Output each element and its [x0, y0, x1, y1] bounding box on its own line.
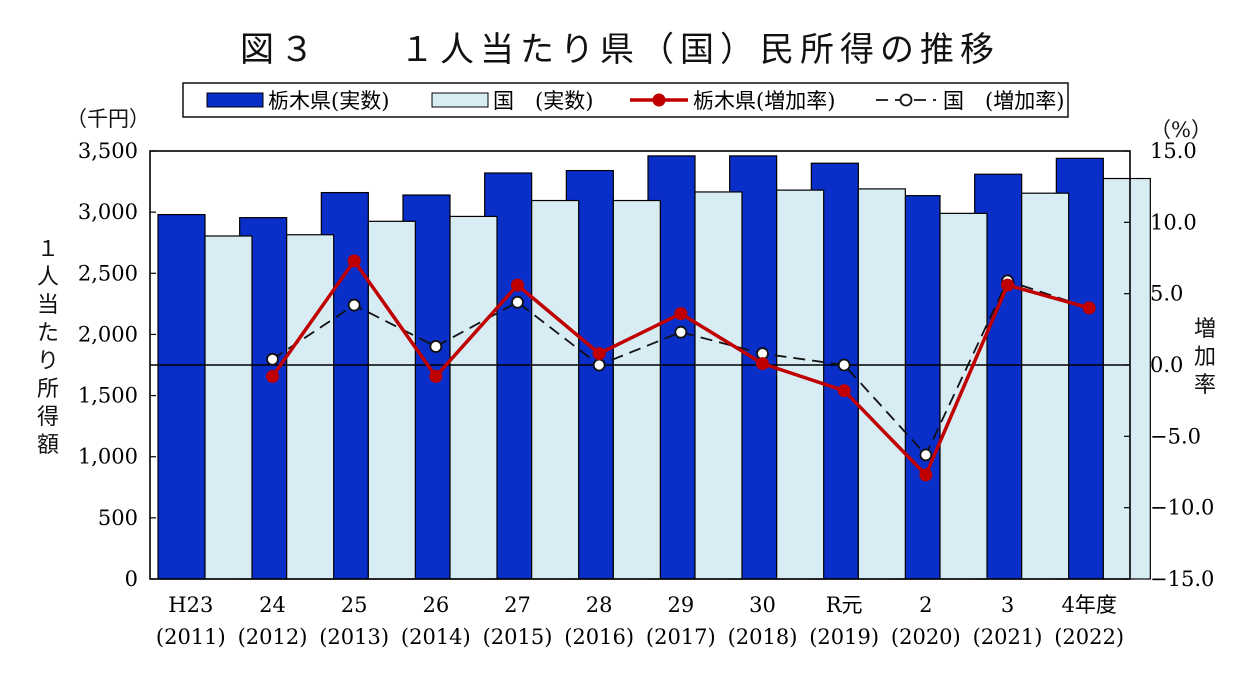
right-tick-label: −10.0	[1150, 496, 1214, 520]
point-tochigi-growth	[756, 357, 769, 371]
right-tick-label: −5.0	[1150, 424, 1201, 448]
x-tick-label: 27	[504, 593, 531, 617]
point-tochigi-growth	[674, 307, 688, 321]
point-national-growth	[511, 295, 524, 309]
x-tick-label: 25	[341, 593, 368, 617]
legend: 栃木県(実数) 国 (実数) 栃木県(増加率) 国 (増加率)	[182, 82, 1069, 118]
legend-label: 国 (実数)	[493, 89, 593, 113]
bar-national	[1102, 177, 1151, 580]
legend-swatch-national-marker	[899, 93, 913, 107]
x-tick-sublabel: (2022)	[1054, 625, 1124, 649]
right-tick-label: 5.0	[1150, 282, 1183, 306]
x-tick-sublabel: (2015)	[483, 625, 553, 649]
x-tick-sublabel: (2021)	[973, 625, 1043, 649]
x-tick-sublabel: (2016)	[564, 625, 634, 649]
bar-national	[286, 234, 335, 580]
point-tochigi-growth	[266, 369, 279, 383]
point-national-growth	[592, 358, 606, 372]
right-tick-label: 15.0	[1150, 139, 1197, 163]
right-tick-label: 0.0	[1150, 353, 1183, 377]
point-tochigi-growth	[1001, 278, 1014, 292]
x-tick-sublabel: (2011)	[156, 625, 226, 649]
x-tick-label: 30	[749, 593, 776, 617]
point-national-growth	[266, 352, 279, 366]
legend-label: 栃木県(実数)	[268, 89, 389, 113]
left-tick-label: 2,000	[78, 322, 138, 346]
legend-swatch-tochigi-bar	[206, 92, 264, 108]
left-tick-label: 1,500	[78, 384, 138, 408]
bar-national	[857, 188, 906, 580]
point-tochigi-growth	[1082, 301, 1096, 315]
right-tick-label: −15.0	[1150, 567, 1214, 591]
left-tick-label: 3,000	[78, 200, 138, 224]
point-tochigi-growth	[592, 347, 606, 361]
x-tick-sublabel: (2012)	[238, 625, 308, 649]
left-tick-label: 1,000	[78, 445, 138, 469]
x-tick-label: 2	[919, 593, 932, 617]
x-tick-sublabel: (2017)	[646, 625, 716, 649]
left-tick-label: 2,500	[78, 261, 138, 285]
bar-national	[531, 199, 580, 580]
right-tick-label: 10.0	[1150, 210, 1197, 234]
bar-national	[449, 215, 498, 580]
point-tochigi-growth	[429, 369, 443, 383]
chart-title: 図３ １人当たり県（国）民所得の推移	[240, 30, 1000, 70]
legend-swatch-national-bar	[431, 92, 489, 108]
right-axis-label: 増加率	[1193, 317, 1216, 398]
legend-swatch-tochigi-marker	[652, 93, 666, 107]
point-national-growth	[919, 448, 933, 462]
x-tick-label: 26	[422, 593, 449, 617]
x-tick-label: 24	[259, 593, 286, 617]
point-national-growth	[674, 325, 688, 339]
point-national-growth	[837, 358, 851, 372]
bar-tochigi	[157, 213, 206, 580]
bar-national	[939, 212, 988, 580]
point-tochigi-growth	[511, 278, 524, 292]
legend-label: 国 (増加率)	[943, 89, 1064, 113]
x-tick-sublabel: (2020)	[891, 625, 961, 649]
x-tick-label: 29	[667, 593, 694, 617]
left-tick-label: 0	[125, 567, 138, 591]
point-national-growth	[347, 298, 361, 312]
x-tick-label: 28	[586, 593, 613, 617]
x-tick-label: 3	[1001, 593, 1014, 617]
point-tochigi-growth	[347, 254, 361, 268]
left-tick-label: 500	[98, 506, 138, 530]
left-tick-label: 3,500	[78, 139, 138, 163]
x-tick-label: 4年度	[1061, 593, 1116, 617]
bar-national	[694, 191, 743, 580]
left-axis-unit: （千円）	[66, 107, 150, 131]
x-tick-label: R元	[826, 593, 863, 617]
bar-national	[612, 199, 661, 580]
bar-national	[367, 220, 416, 580]
x-tick-label: H23	[168, 593, 213, 617]
point-tochigi-growth	[919, 468, 933, 482]
point-national-growth	[429, 340, 443, 353]
x-tick-sublabel: (2019)	[809, 625, 879, 649]
legend-label: 栃木県(増加率)	[693, 89, 835, 113]
point-tochigi-growth	[837, 384, 851, 398]
x-tick-sublabel: (2018)	[728, 625, 798, 649]
x-tick-sublabel: (2013)	[319, 625, 389, 649]
line-national-growth	[272, 279, 1090, 457]
right-axis-unit: （%）	[1150, 118, 1212, 142]
bar-national	[204, 235, 253, 580]
bar-national	[776, 189, 825, 580]
x-tick-sublabel: (2014)	[401, 625, 471, 649]
bar-national	[1021, 192, 1070, 580]
